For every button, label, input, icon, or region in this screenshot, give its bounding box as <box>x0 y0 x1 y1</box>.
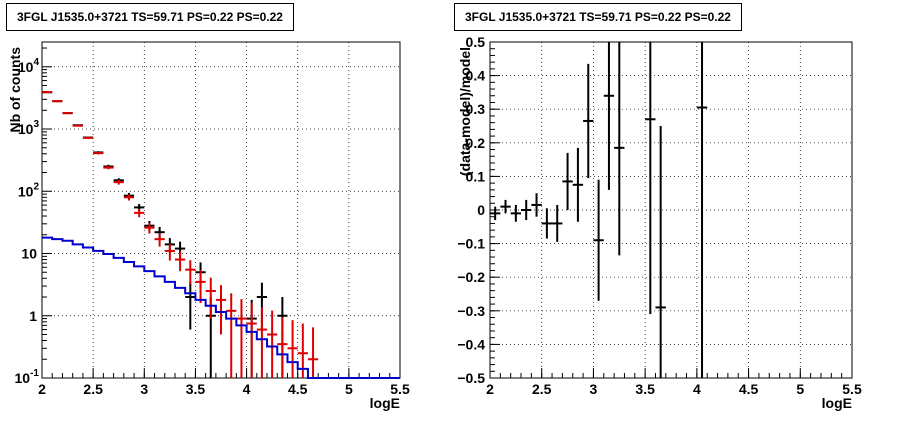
residual-point <box>490 206 501 221</box>
y-tick-label: 0.1 <box>466 168 486 184</box>
y-tick-label: 0 <box>477 202 485 218</box>
y-tick-label: 103 <box>18 119 40 137</box>
residual-point <box>645 42 656 315</box>
model-point <box>215 285 227 335</box>
residual-point <box>655 126 666 378</box>
residual-point <box>541 208 553 239</box>
model-point <box>103 165 114 170</box>
x-tick-label: 3.5 <box>186 381 206 397</box>
y-tick-label: 104 <box>18 57 40 75</box>
right-chart-title: 3FGL J1535.0+3721 TS=59.71 PS=0.22 PS=0.… <box>454 3 742 31</box>
model-point <box>72 124 83 127</box>
model-point <box>195 270 206 304</box>
residual-point <box>500 199 511 214</box>
x-tick-label: 3 <box>140 381 148 397</box>
model-point <box>256 307 268 378</box>
y-axis-label: (data-model)/model <box>457 47 473 176</box>
model-point <box>42 91 53 94</box>
data-point <box>185 282 196 330</box>
y-tick-label: 0.5 <box>466 34 486 50</box>
model-point <box>277 317 288 378</box>
x-tick-label: 2.5 <box>532 381 552 397</box>
residual-point <box>552 204 563 242</box>
residual-point <box>521 199 532 221</box>
y-tick-label: −0.4 <box>457 336 485 352</box>
x-tick-label: 5 <box>345 381 353 397</box>
x-tick-label: 4 <box>243 381 251 397</box>
x-axis-label: logE <box>370 395 400 411</box>
model-point <box>62 112 73 115</box>
y-tick-label: −0.5 <box>457 370 485 386</box>
y-tick-label: −0.2 <box>457 269 485 285</box>
y-tick-label: 0.3 <box>466 101 486 117</box>
residual-point <box>510 204 522 222</box>
x-tick-label: 4 <box>693 381 701 397</box>
y-tick-label: 102 <box>18 181 40 199</box>
residual-point <box>593 179 604 301</box>
left-chart-title: 3FGL J1535.0+3721 TS=59.71 PS=0.22 PS=0.… <box>6 3 294 31</box>
y-tick-label: 0.2 <box>466 135 486 151</box>
model-point <box>113 179 124 185</box>
x-tick-label: 2.5 <box>83 381 103 397</box>
model-point <box>144 222 155 234</box>
model-point <box>93 151 104 155</box>
model-point <box>246 302 257 378</box>
model-point <box>164 243 175 261</box>
model-point <box>154 233 165 247</box>
model-point <box>82 136 94 139</box>
x-tick-label: 5.5 <box>842 381 862 397</box>
model-point <box>226 293 237 378</box>
model-point <box>267 310 278 378</box>
x-tick-label: 5 <box>796 381 804 397</box>
y-tick-label: −0.3 <box>457 303 485 319</box>
residual-point <box>583 63 594 179</box>
x-tick-label: 2 <box>486 381 494 397</box>
model-point <box>174 251 186 272</box>
residual-point <box>562 152 573 210</box>
y-tick-label: 1 <box>29 308 37 324</box>
model-point <box>123 194 135 201</box>
model-point <box>134 209 145 218</box>
model-point <box>185 260 196 285</box>
x-tick-label: 3 <box>590 381 598 397</box>
y-tick-label: 10 <box>21 246 37 262</box>
x-tick-label: 4.5 <box>739 381 759 397</box>
y-tick-label: 10-1 <box>15 368 40 386</box>
model-point <box>205 277 216 319</box>
model-point <box>287 320 298 378</box>
residual-point <box>572 147 584 222</box>
model-point <box>236 299 247 378</box>
residual-point <box>603 42 615 190</box>
residual-point <box>614 42 625 256</box>
y-tick-label: 0.4 <box>466 68 486 84</box>
x-tick-label: 3.5 <box>635 381 655 397</box>
x-tick-label: 4.5 <box>288 381 308 397</box>
x-axis-label: logE <box>822 395 852 411</box>
model-histogram-line <box>42 236 400 379</box>
x-tick-label: 5.5 <box>390 381 410 397</box>
residual-point <box>531 193 542 217</box>
model-point <box>52 100 63 103</box>
y-axis-label: Nb of counts <box>7 47 23 133</box>
y-tick-label: −0.1 <box>457 236 485 252</box>
model-point <box>307 327 319 378</box>
x-tick-label: 2 <box>38 381 46 397</box>
residual-point <box>696 42 708 378</box>
